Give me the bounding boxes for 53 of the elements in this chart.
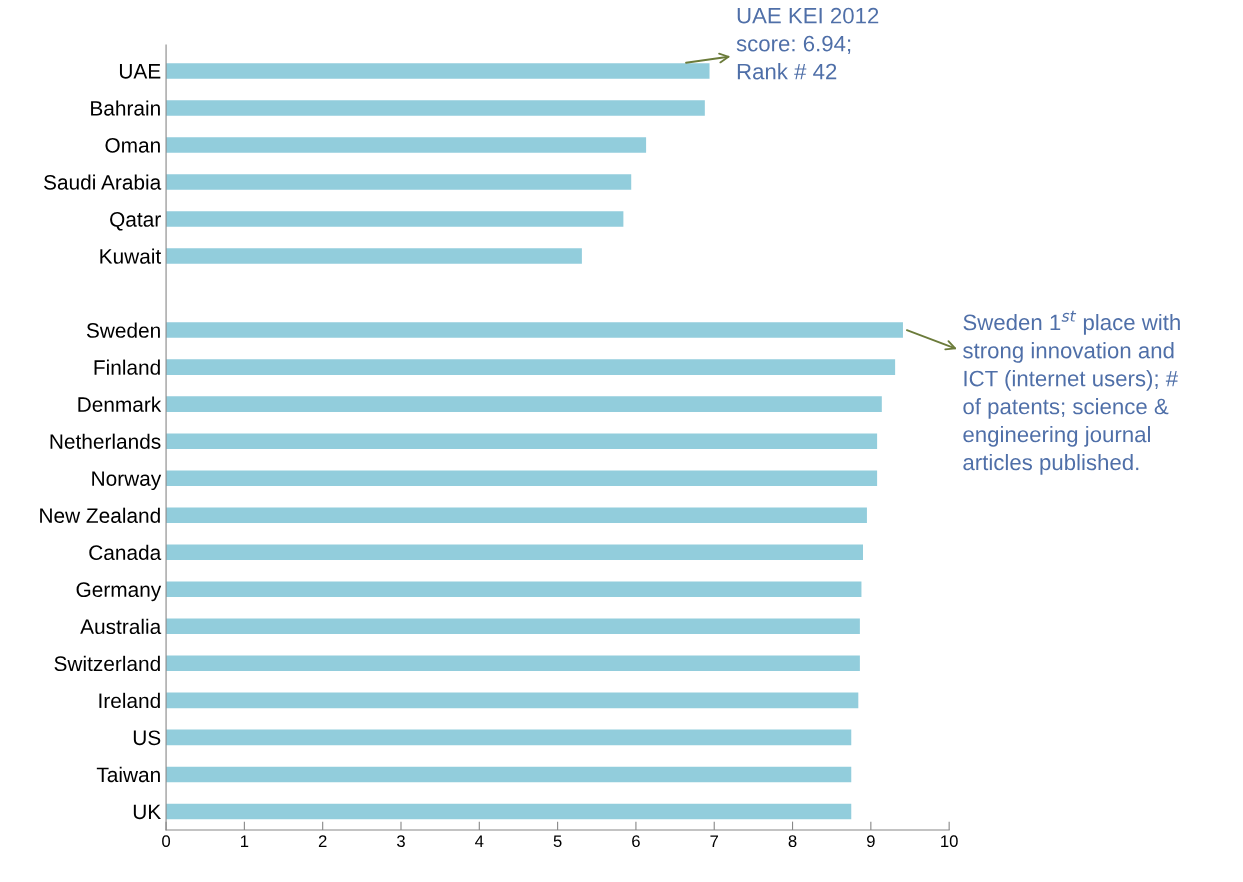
y-tick-label: Finland (94, 359, 160, 375)
y-tick-label: Denmark (78, 396, 162, 412)
y-tick-label: Australia (80, 618, 162, 635)
x-tick-label: 3 (396, 835, 405, 848)
bar (166, 470, 878, 486)
x-tick-label: 5 (553, 835, 562, 848)
y-tick-label: US (133, 730, 161, 746)
y-tick-label: Canada (89, 544, 162, 561)
y-tick-label: Netherlands (50, 433, 161, 449)
bar (166, 581, 862, 598)
y-tick-label: Bahrain (91, 100, 160, 116)
bar (166, 396, 882, 412)
bar (166, 433, 878, 449)
y-tick-label: Saudi Arabia (44, 174, 162, 190)
x-tick-label: 7 (710, 835, 719, 847)
bar (166, 248, 582, 264)
y-tick-label: UK (133, 804, 161, 820)
y-tick-label: New Zealand (40, 507, 160, 523)
bar (166, 63, 710, 79)
y-tick-label: Kuwait (100, 248, 162, 264)
x-tick-label: 2 (318, 835, 327, 847)
bar (166, 692, 859, 709)
y-tick-label: Switzerland (54, 655, 160, 672)
bar (166, 618, 860, 635)
x-tick-label: 10 (941, 835, 958, 848)
y-tick-label: Qatar (110, 212, 161, 231)
x-tick-label: 1 (241, 835, 249, 847)
bar (166, 766, 852, 783)
bar (166, 322, 903, 338)
x-tick-label: 0 (162, 835, 171, 848)
x-tick-label: 4 (475, 835, 484, 847)
y-tick-label: UAE (119, 64, 161, 79)
x-tick-label: 8 (788, 835, 797, 848)
bar (166, 803, 852, 820)
annotation: UAE KEI 2012 score: 6.94; Rank # 42 (736, 7, 879, 80)
x-tick-label: 6 (632, 835, 640, 848)
y-tick-label: Germany (76, 582, 162, 602)
y-tick-label: Oman (105, 137, 160, 153)
bar (166, 137, 647, 153)
bar (166, 174, 632, 190)
bar (166, 507, 867, 524)
bar (166, 359, 896, 375)
bar (166, 100, 705, 116)
x-tick-label: 9 (866, 835, 875, 848)
bar (166, 211, 624, 227)
bar (166, 655, 860, 672)
bar (166, 544, 864, 561)
y-tick-label: Taiwan (96, 766, 160, 783)
bar (166, 729, 852, 746)
annotation: Sweden 1$^{st}$ place with strong innovation and ICT (internet users); # of patents; science & engineering journal articles published. (963, 310, 1180, 475)
y-tick-label: Ireland (99, 692, 160, 709)
y-tick-label: Sweden (86, 322, 160, 338)
y-tick-label: Norway (92, 471, 162, 491)
